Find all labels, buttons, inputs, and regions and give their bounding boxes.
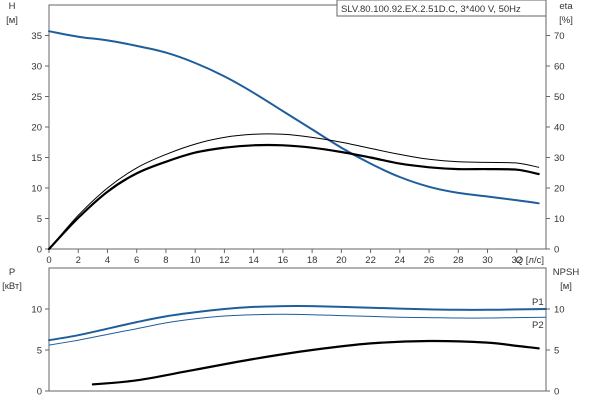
left-axis-tick-label: 10 xyxy=(31,184,42,195)
x-axis-tick-label: 22 xyxy=(365,255,376,266)
right-axis-tick-label: 60 xyxy=(554,62,565,73)
x-axis-tick-label: 4 xyxy=(105,255,110,266)
series-p2-line xyxy=(48,313,547,346)
x-axis-tick-label: 0 xyxy=(46,255,51,266)
right-axis-unit: [%] xyxy=(559,15,573,26)
left-axis-tick-label: 25 xyxy=(31,92,42,103)
chart-title-box: SLV.80.100.92.EX.2.51D.C, 3*400 V, 50Hz xyxy=(336,0,547,17)
right-axis-tick-label: 30 xyxy=(554,153,565,164)
right-axis-tick-label: 70 xyxy=(554,31,565,42)
x-axis-tick-label: 8 xyxy=(163,255,168,266)
x-axis-tick-label: 24 xyxy=(395,255,406,266)
right-axis-unit: [м] xyxy=(560,281,572,292)
x-axis-tick-label: 20 xyxy=(336,255,347,266)
x-axis-tick-label: 10 xyxy=(190,255,201,266)
top-plot-frame xyxy=(48,4,547,250)
right-axis-label: eta xyxy=(559,1,573,12)
left-axis-tick-label: 30 xyxy=(31,62,42,73)
top-series-2-line xyxy=(47,143,540,251)
x-axis-tick-label: 26 xyxy=(424,255,435,266)
series-label-p2: P2 xyxy=(532,320,544,331)
left-axis-label: P xyxy=(9,267,15,278)
bottom-series-3-line xyxy=(91,339,540,386)
bottom-panel: 0 5 10 0 5 10 P [кВт] NPSH [м] P1 P2 xyxy=(2,267,579,398)
right-axis-tick-label: 0 xyxy=(554,245,559,256)
x-axis-tick-label: 6 xyxy=(134,255,139,266)
series-label-p1: P1 xyxy=(532,297,544,308)
x-axis-tick-label: 32 xyxy=(511,255,522,266)
chart-title: SLV.80.100.92.EX.2.51D.C, 3*400 V, 50Hz xyxy=(341,4,521,15)
chart-title-frame xyxy=(336,0,547,17)
left-axis-label: H xyxy=(9,1,16,12)
right-axis-tick-label: 20 xyxy=(554,184,565,195)
top-panel: 0 5 10 15 20 25 30 35 0 10 20 30 40 50 60 70 H [м] eta [%] 0… xyxy=(6,1,573,266)
right-axis-tick-label: 0 xyxy=(554,387,559,398)
top-series-1-line xyxy=(48,30,540,205)
x-axis-tick-label: 30 xyxy=(482,255,493,266)
left-axis-unit: [м] xyxy=(6,15,18,26)
right-axis-label: NPSH xyxy=(553,267,580,278)
x-axis-tick-label: 2 xyxy=(76,255,81,266)
left-axis-tick-label: 15 xyxy=(31,153,42,164)
left-axis-tick-label: 10 xyxy=(31,305,42,316)
right-axis-tick-label: 10 xyxy=(554,305,565,316)
x-axis-tick-label: 28 xyxy=(453,255,464,266)
top-series-3-line xyxy=(48,133,540,250)
x-axis-tick-label: 12 xyxy=(219,255,230,266)
left-axis-tick-label: 0 xyxy=(37,387,42,398)
left-axis-tick-label: 35 xyxy=(31,31,42,42)
series-p1-line xyxy=(48,305,547,342)
left-axis-tick-label: 5 xyxy=(37,214,42,225)
left-axis-unit: [кВт] xyxy=(2,281,22,292)
x-axis-tick-label: 18 xyxy=(307,255,318,266)
x-axis-tick-label: 14 xyxy=(248,255,259,266)
right-axis-tick-label: 10 xyxy=(554,214,565,225)
right-axis-tick-label: 50 xyxy=(554,92,565,103)
left-axis-tick-label: 20 xyxy=(31,123,42,134)
left-axis-tick-label: 0 xyxy=(37,245,42,256)
left-axis-tick-label: 5 xyxy=(37,346,42,357)
bottom-plot-frame xyxy=(48,267,547,392)
right-axis-tick-label: 5 xyxy=(554,346,559,357)
x-axis-tick-label: 16 xyxy=(278,255,289,266)
x-axis-unit-label: Q [л/с] xyxy=(516,255,544,266)
right-axis-tick-label: 40 xyxy=(554,123,565,134)
